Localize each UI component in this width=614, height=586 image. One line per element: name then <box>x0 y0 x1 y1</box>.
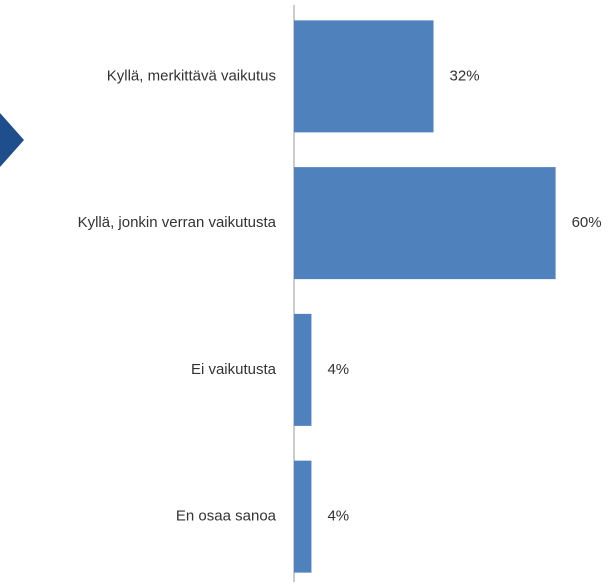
value-label: 4% <box>327 508 349 525</box>
category-label: Kyllä, jonkin verran vaikutusta <box>78 214 277 231</box>
category-label: Ei vaikutusta <box>191 361 277 378</box>
bar <box>294 313 312 426</box>
value-label: 32% <box>450 67 480 84</box>
value-label: 60% <box>572 214 602 231</box>
bar <box>294 460 312 573</box>
category-label: Kyllä, merkittävä vaikutus <box>107 67 276 84</box>
value-label: 4% <box>327 361 349 378</box>
category-label: En osaa sanoa <box>176 508 277 525</box>
bar <box>294 20 434 133</box>
decor-arrow <box>0 113 24 167</box>
bar <box>294 167 556 280</box>
